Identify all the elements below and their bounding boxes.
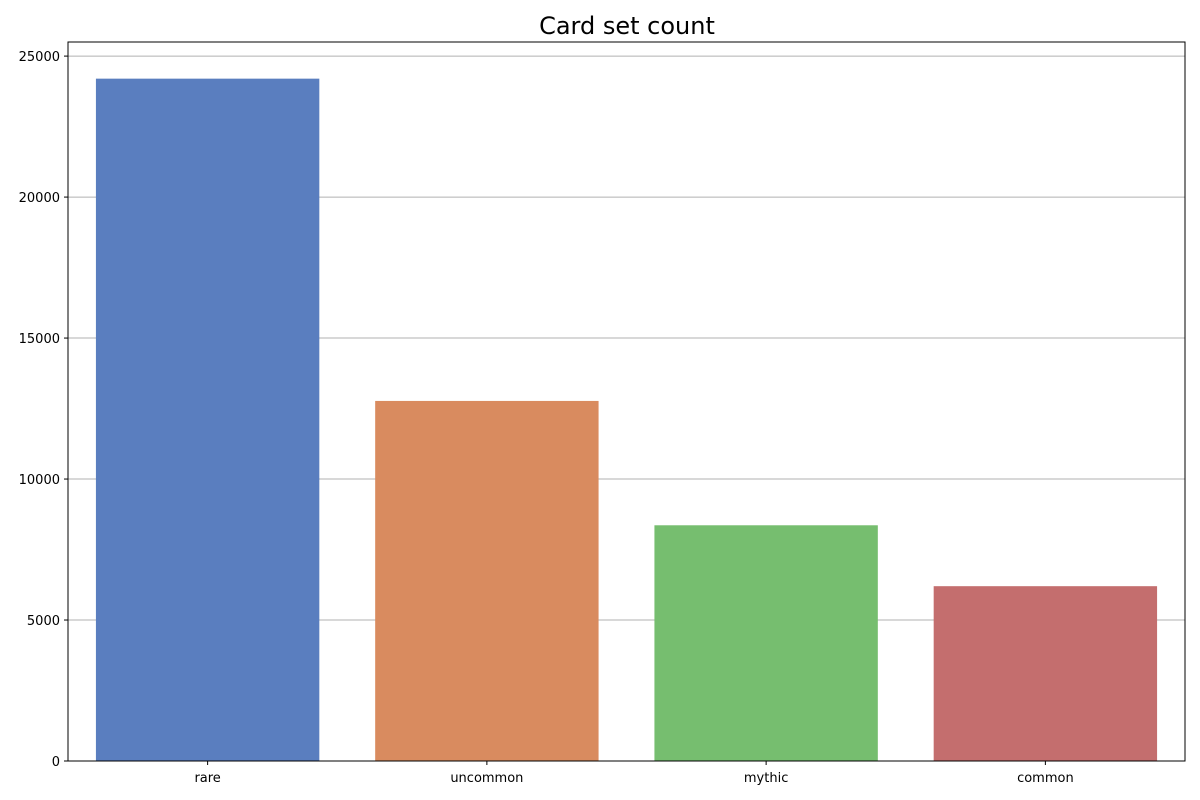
- x-tick-layer: rare uncommon mythic common: [194, 761, 1074, 786]
- x-tick-label: mythic: [744, 771, 788, 786]
- y-tick-layer: 0 5000 10000 15000 20000 25000: [19, 50, 68, 770]
- axes-layer: [67, 41, 1186, 762]
- bar-rare: [95, 78, 320, 761]
- plot-frame: [67, 41, 1186, 762]
- bar-common: [933, 586, 1158, 761]
- y-tick-label: 5000: [27, 614, 60, 629]
- y-tick-label: 10000: [19, 473, 60, 488]
- x-tick-label: common: [1017, 771, 1074, 786]
- y-tick-label: 25000: [19, 50, 60, 65]
- bars-layer: [95, 78, 1158, 761]
- x-tick-label: rare: [194, 771, 220, 786]
- y-tick-label: 15000: [19, 332, 60, 347]
- bar-mythic: [654, 525, 878, 761]
- chart-title: Card set count: [539, 12, 715, 40]
- x-tick-label: uncommon: [450, 771, 523, 786]
- y-tick-label: 20000: [19, 191, 60, 206]
- y-tick-label: 0: [52, 755, 60, 770]
- bar-uncommon: [375, 400, 599, 761]
